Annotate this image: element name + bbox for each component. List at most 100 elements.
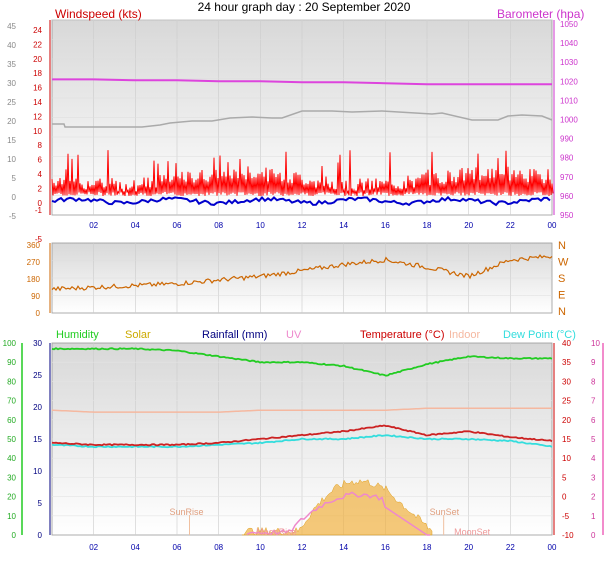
humidity-tick-label: 30 bbox=[7, 473, 16, 482]
temperature-line bbox=[51, 424, 553, 447]
humidity-tick-label: 70 bbox=[7, 397, 16, 406]
gust-line bbox=[52, 110, 553, 128]
hour-tick-label: 20 bbox=[464, 543, 473, 552]
windspeed-tick-label: 10 bbox=[33, 127, 42, 136]
hour-tick-label: 00 bbox=[548, 221, 557, 230]
hour-tick-label: 00 bbox=[548, 543, 557, 552]
wind-direction-line bbox=[51, 254, 553, 292]
windspeed-tick-label: 2 bbox=[38, 184, 43, 193]
temperature-tick-label: 10 bbox=[562, 454, 571, 463]
hour-tick-label: 08 bbox=[214, 543, 223, 552]
windspeed-tick-label: 4 bbox=[38, 170, 43, 179]
windspeed-tick-label: 22 bbox=[33, 40, 42, 49]
uv-tick-label: 7 bbox=[591, 397, 596, 406]
humidity-tick-label: 50 bbox=[7, 435, 16, 444]
windspeed-tick-label: 24 bbox=[33, 26, 42, 35]
windspeed-tick-label: 20 bbox=[33, 55, 42, 64]
windspeed-tick-label: 0 bbox=[38, 199, 43, 208]
barometer-tick-label: 1010 bbox=[560, 96, 578, 105]
hour-tick-label: 10 bbox=[256, 221, 265, 230]
wind-axis-tick-label: 10 bbox=[7, 155, 16, 164]
legend-item: Rainfall (mm) bbox=[202, 329, 267, 341]
humidity-tick-label: 80 bbox=[7, 377, 16, 386]
hour-tick-label: 10 bbox=[256, 543, 265, 552]
compass-tick-label: N bbox=[558, 306, 566, 318]
barometer-tick-label: 1030 bbox=[560, 58, 578, 67]
rainfall-tick-label: 15 bbox=[33, 435, 42, 444]
uv-tick-label: 8 bbox=[591, 377, 596, 386]
temperature-tick-label: 30 bbox=[562, 377, 571, 386]
barometer-tick-label: 950 bbox=[560, 211, 574, 220]
hour-tick-label: 08 bbox=[214, 221, 223, 230]
wind-axis-tick-label: 35 bbox=[7, 60, 16, 69]
wind-axis-tick-label: 20 bbox=[7, 117, 16, 126]
windspeed-tick-label: 12 bbox=[33, 112, 42, 121]
rainfall-tick-label: 25 bbox=[33, 371, 42, 380]
legend-item: Dew Point (°C) bbox=[503, 329, 576, 341]
barometer-label: Barometer (hpa) bbox=[497, 7, 584, 21]
windspeed-line bbox=[51, 150, 554, 197]
hour-tick-label: 06 bbox=[173, 543, 182, 552]
indoor-line bbox=[51, 407, 552, 413]
wind-axis-tick-label: 45 bbox=[7, 22, 16, 31]
humidity-tick-label: 0 bbox=[12, 531, 17, 540]
hour-tick-label: 04 bbox=[131, 221, 140, 230]
wind-axis-tick-label: 15 bbox=[7, 136, 16, 145]
barometer-tick-label: 1050 bbox=[560, 20, 578, 29]
hour-tick-label: 06 bbox=[173, 221, 182, 230]
legend-item: UV bbox=[286, 329, 302, 341]
temperature-tick-label: 5 bbox=[562, 473, 567, 482]
hour-tick-label: 14 bbox=[339, 221, 348, 230]
temperature-tick-label: 40 bbox=[562, 339, 571, 348]
hour-tick-label: 12 bbox=[298, 221, 307, 230]
moonrise-label: MoonRise bbox=[256, 527, 297, 537]
temperature-tick-label: 35 bbox=[562, 358, 571, 367]
legend-item: Humidity bbox=[56, 329, 99, 341]
windspeed-label: Windspeed (kts) bbox=[55, 7, 142, 21]
compass-tick-label: N bbox=[558, 240, 566, 252]
wind-axis-tick-label: 0 bbox=[12, 193, 17, 202]
barometer-tick-label: 970 bbox=[560, 173, 574, 182]
humidity-tick-label: 10 bbox=[7, 512, 16, 521]
moonset-label: MoonSet bbox=[454, 527, 491, 537]
temperature-tick-label: -10 bbox=[562, 531, 574, 540]
legend-item: Temperature (°C) bbox=[360, 329, 444, 341]
hour-tick-label: 14 bbox=[339, 543, 348, 552]
windspeed-tick-label: -5 bbox=[35, 235, 43, 244]
windspeed-tick-label: 8 bbox=[38, 141, 43, 150]
barometer-tick-label: 960 bbox=[560, 192, 574, 201]
barometer-line bbox=[52, 78, 552, 86]
rainfall-tick-label: 20 bbox=[33, 403, 42, 412]
legend-item: Indoor bbox=[449, 329, 481, 341]
hour-tick-label: 16 bbox=[381, 543, 390, 552]
direction-tick-label: 180 bbox=[27, 275, 41, 284]
direction-tick-label: 90 bbox=[31, 292, 40, 301]
graph-title: 24 hour graph day : 20 September 2020 bbox=[197, 0, 411, 14]
hour-tick-label: 16 bbox=[381, 221, 390, 230]
uv-line bbox=[246, 491, 430, 536]
uv-tick-label: 9 bbox=[591, 358, 596, 367]
uv-tick-label: 5 bbox=[591, 435, 596, 444]
humidity-tick-label: 40 bbox=[7, 454, 16, 463]
barometer-tick-label: 990 bbox=[560, 135, 574, 144]
humidity-tick-label: 20 bbox=[7, 493, 16, 502]
average-wind-line bbox=[51, 195, 551, 207]
humidity-tick-label: 60 bbox=[7, 416, 16, 425]
hour-tick-label: 22 bbox=[506, 221, 515, 230]
hour-tick-label: 18 bbox=[423, 221, 432, 230]
humidity-tick-label: 90 bbox=[7, 358, 16, 367]
rainfall-tick-label: 0 bbox=[38, 531, 43, 540]
compass-tick-label: E bbox=[558, 290, 565, 302]
uv-tick-label: 6 bbox=[591, 416, 596, 425]
temperature-tick-label: 15 bbox=[562, 435, 571, 444]
wind-axis-tick-label: 40 bbox=[7, 41, 16, 50]
compass-tick-label: W bbox=[558, 257, 569, 269]
humidity-line bbox=[51, 347, 553, 377]
direction-tick-label: 270 bbox=[27, 258, 41, 267]
windspeed-tick-label: 6 bbox=[38, 156, 43, 165]
hour-tick-label: 12 bbox=[298, 543, 307, 552]
hour-tick-label: 04 bbox=[131, 543, 140, 552]
compass-tick-label: S bbox=[558, 273, 565, 285]
